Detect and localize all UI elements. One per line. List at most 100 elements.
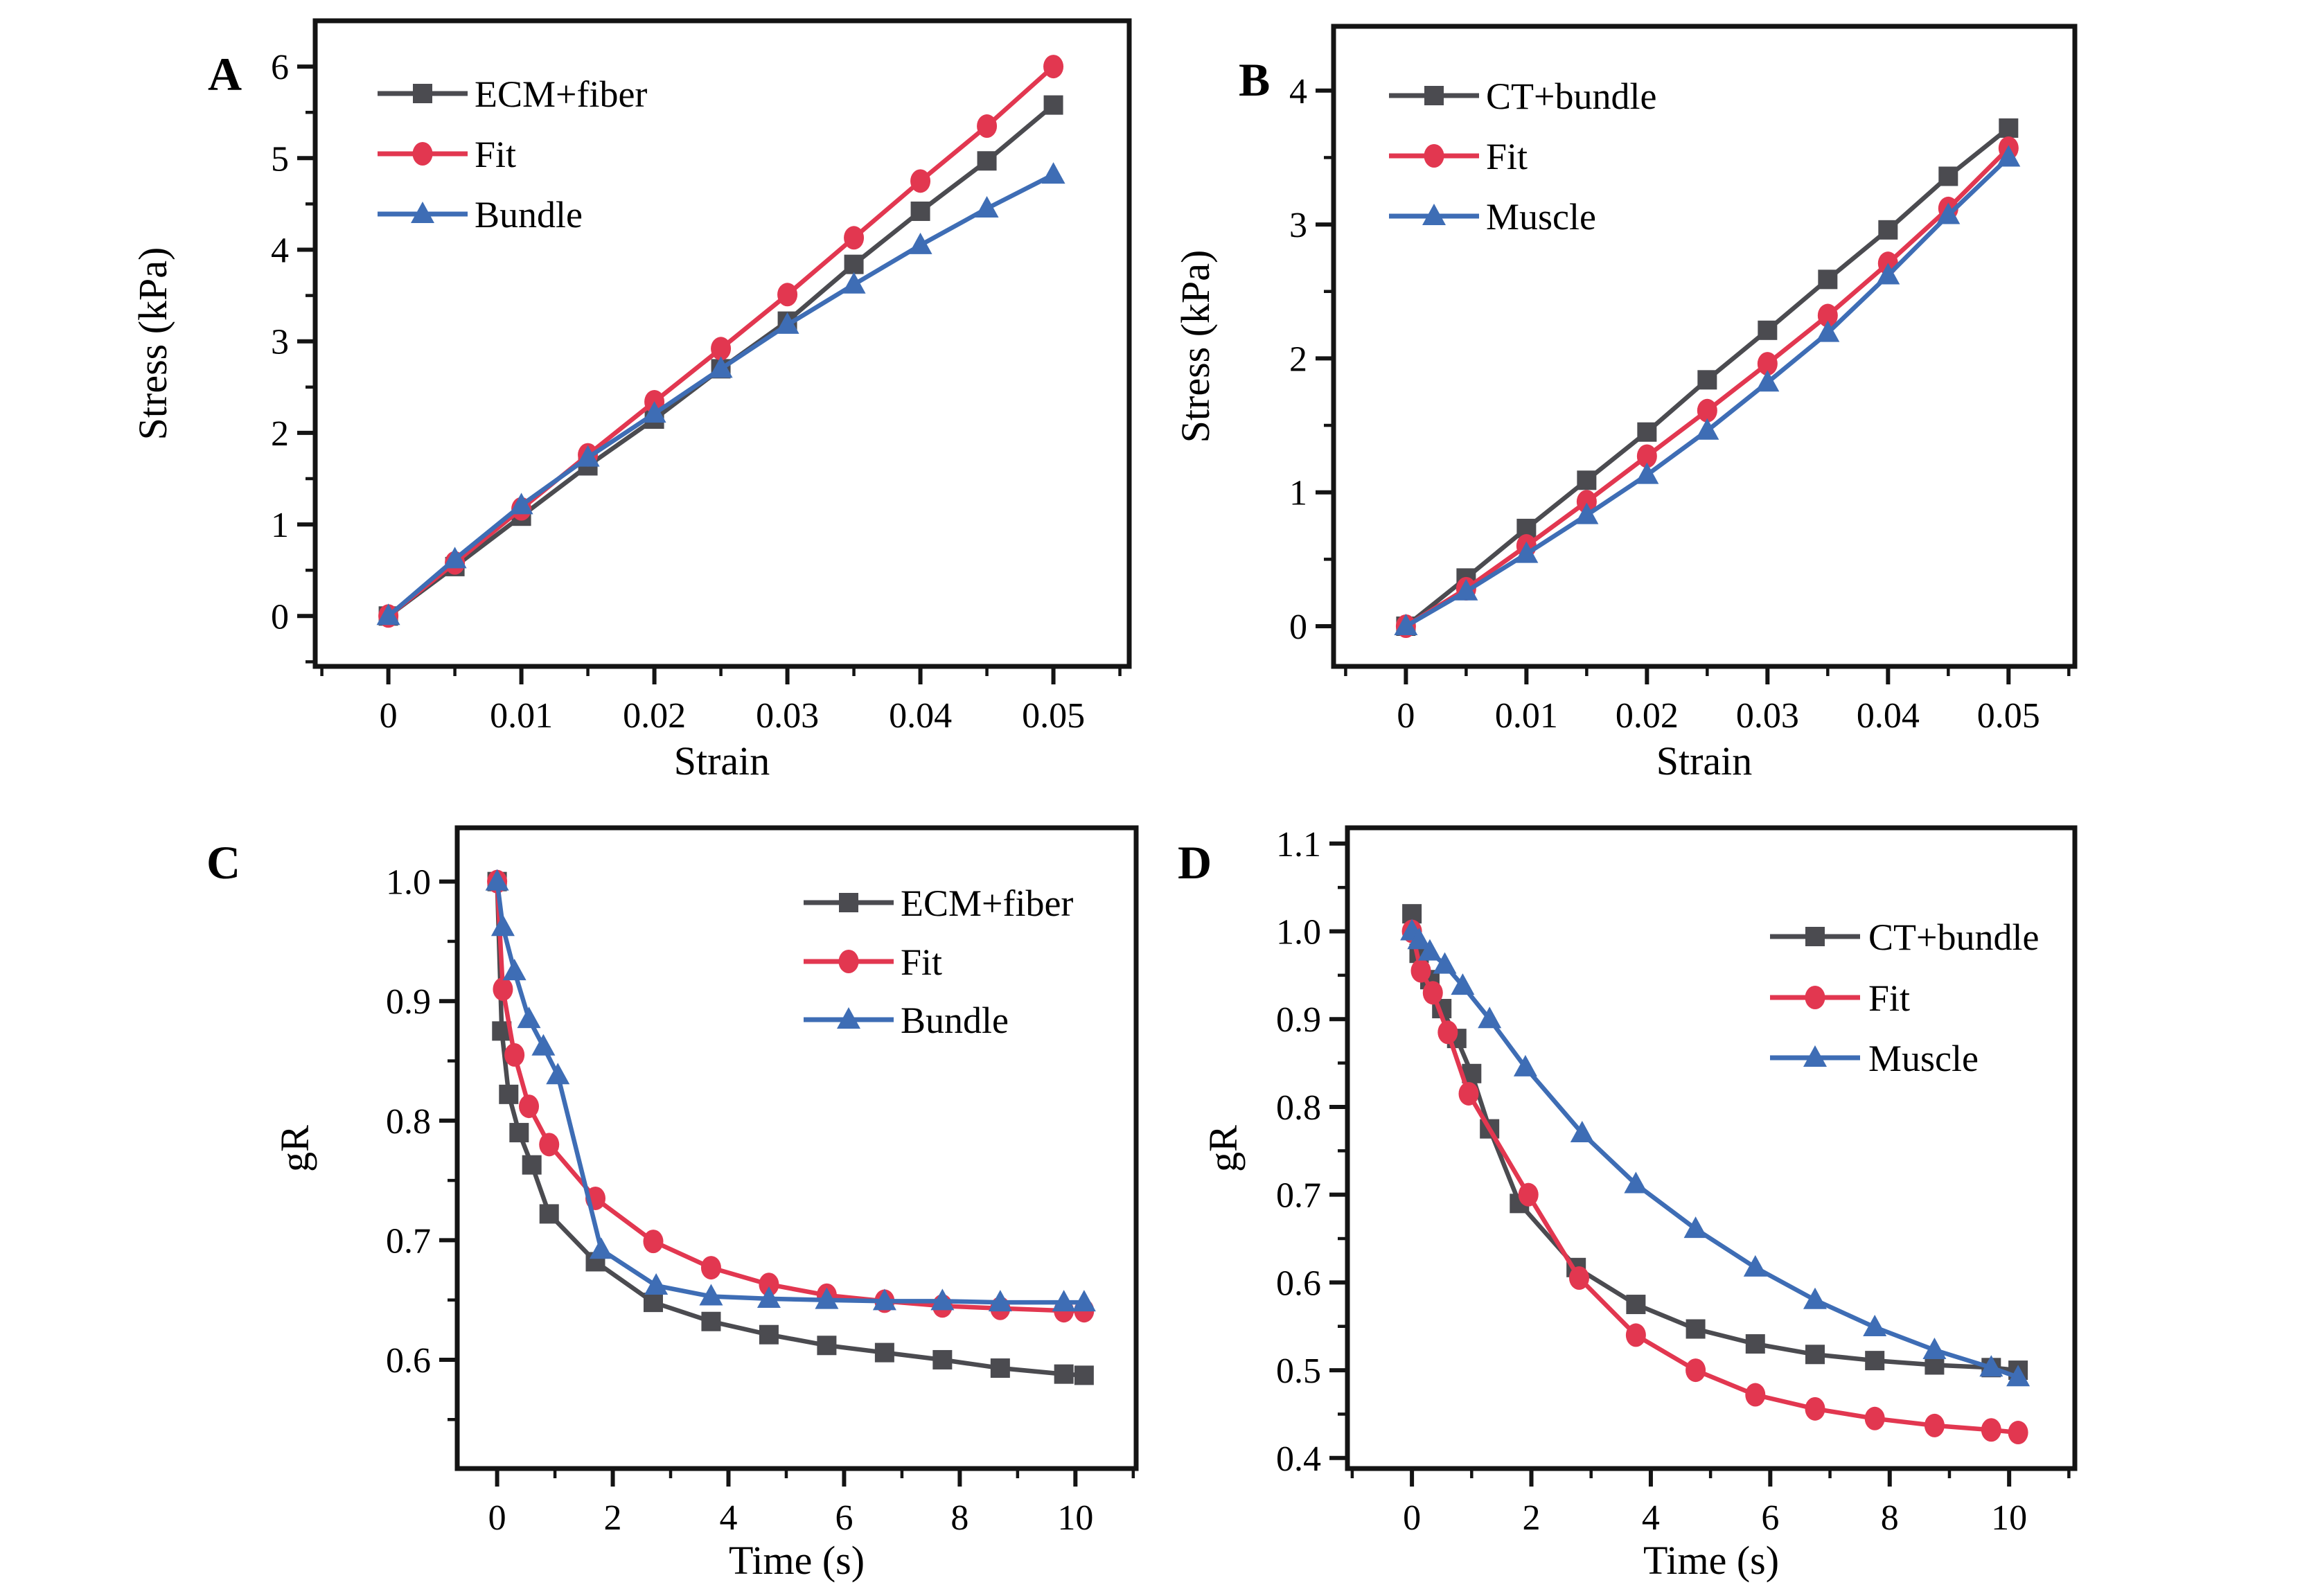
panel-b-series-ct-bundle <box>1396 118 2019 637</box>
panel-d-series-muscle-marker <box>1433 952 1457 974</box>
legend-label: Fit <box>1868 977 1910 1019</box>
panel-b-series-ct-bundle-marker <box>1999 118 2019 138</box>
panel-d-series-ct-bundle-marker <box>1865 1351 1885 1371</box>
legend-triangle-icon <box>411 202 434 223</box>
panel-b-letter: B <box>1239 53 1270 106</box>
legend-circle-icon <box>1805 986 1825 1009</box>
panel-b-series-ct-bundle-marker <box>1878 220 1898 240</box>
panel-d-x-tick-label: 0 <box>1403 1498 1421 1538</box>
panel-d-series-fit-marker <box>1686 1358 1706 1383</box>
panel-a-letter: A <box>208 48 242 100</box>
panel-a-legend-item-ecm-fiber: ECM+fiber <box>378 73 647 115</box>
panel-c-series-bundle-marker <box>930 1288 955 1311</box>
panel-c-x-axis-label: Time (s) <box>729 1538 865 1583</box>
panel-d-series-fit-marker <box>2008 1421 2028 1445</box>
panel-c-series-ecm-fiber-marker <box>874 1342 894 1363</box>
panel-c-series-fit-marker <box>493 977 513 1001</box>
panel-b: 0 0.01 0.02 0.03 0.04 0.05 0 1 2 3 4 Strain Stress (… <box>1173 24 2078 783</box>
panel-b-y-tick-label: 0 <box>1289 608 1307 647</box>
panel-b-series-ct-bundle-marker <box>1577 470 1597 490</box>
panel-d-legend-item-muscle: Muscle <box>1770 1038 1979 1079</box>
panel-b-series-fit-marker <box>1757 352 1778 376</box>
panel-c-series-ecm-fiber-marker <box>539 1204 559 1224</box>
panel-a-series-fit-marker <box>844 226 865 250</box>
panel-d-series-fit-marker <box>1422 981 1443 1005</box>
panel-a-series-fit-marker <box>977 114 998 139</box>
panel-c-series-bundle-marker <box>757 1286 781 1308</box>
panel-a-series-ecm-fiber-marker <box>977 151 997 171</box>
panel-b-series-ct-bundle-marker <box>1818 269 1838 290</box>
panel-a-series-bundle <box>376 162 1065 626</box>
panel-c-series-fit-marker <box>504 1043 525 1067</box>
panel-b-legend-item-ct-bundle: CT+bundle <box>1389 76 1656 117</box>
panel-a-y-tick-label: 5 <box>271 139 289 179</box>
legend-circle-icon <box>838 950 859 973</box>
panel-a-series-bundle-marker <box>975 196 999 218</box>
panel-a-legend-item-bundle: Bundle <box>378 194 583 236</box>
panel-c: 0 2 4 6 8 10 0.6 0.7 0.8 0.9 1.0 Time (s) gR C ECM+fib… <box>206 825 1139 1583</box>
panel-c-series-bundle-marker <box>517 1007 541 1029</box>
panel-c-y-tick-label: 0.8 <box>386 1102 431 1142</box>
legend-triangle-icon <box>1803 1045 1827 1067</box>
panel-a-series-bundle-marker <box>908 232 932 254</box>
panel-c-series-ecm-fiber-marker <box>1054 1364 1074 1384</box>
panel-c-letter: C <box>206 836 240 889</box>
panel-d-letter: D <box>1178 836 1212 889</box>
panel-c-series-fit-marker <box>759 1273 779 1297</box>
panel-b-legend: CT+bundle Fit Muscle <box>1389 76 1656 238</box>
panel-b-x-axis-label: Strain <box>1656 738 1753 783</box>
panel-b-series-ct-bundle-marker <box>1637 422 1657 442</box>
panel-c-y-tick-label: 1.0 <box>386 863 431 903</box>
panel-d-x-tick-label: 8 <box>1881 1498 1899 1538</box>
panel-b-series-muscle-marker <box>1816 320 1840 342</box>
panel-c-series-bundle-marker <box>531 1034 556 1056</box>
panel-d-series-muscle-marker <box>1417 939 1442 961</box>
panel-b-series-fit-marker <box>1576 490 1597 514</box>
panel-d: 0 2 4 6 8 10 0.4 0.5 0.6 0.7 0.8 0.9 1.0 1.1 Time (s) g… <box>1178 825 2078 1583</box>
panel-c-series-bundle-marker <box>988 1290 1012 1312</box>
panel-a-y-tick-label: 1 <box>271 506 289 545</box>
panel-d-series-fit-marker <box>1568 1266 1589 1291</box>
panel-d-series-fit-marker <box>1981 1418 2001 1442</box>
panel-a-series-fit-marker <box>777 283 798 307</box>
panel-a-x-tick-label: 0.03 <box>756 696 819 736</box>
panel-b-y-tick-label: 4 <box>1289 72 1307 112</box>
panel-c-x-tick-label: 10 <box>1057 1498 1093 1538</box>
panel-d-ticks: 0 2 4 6 8 10 0.4 0.5 0.6 0.7 0.8 0.9 1.0 1.1 <box>1276 825 2071 1538</box>
legend-square-icon <box>1805 927 1825 946</box>
panel-d-y-tick-label: 0.6 <box>1276 1264 1321 1303</box>
panel-c-legend: ECM+fiber Fit Bundle <box>804 883 1073 1041</box>
panel-c-series-ecm-fiber-marker <box>701 1311 721 1331</box>
panel-b-ticks: 0 0.01 0.02 0.03 0.04 0.05 0 1 2 3 4 <box>1289 72 2071 736</box>
panel-b-series-fit-marker <box>1636 444 1657 468</box>
panel-b-series-fit-marker <box>1817 303 1838 328</box>
panel-b-series-muscle <box>1394 145 2021 636</box>
panel-c-series-bundle-line <box>495 879 1087 1305</box>
panel-c-series-bundle-marker <box>872 1288 896 1311</box>
panel-a-series-bundle-marker <box>842 272 866 294</box>
panel-d-legend-item-fit: Fit <box>1770 977 1910 1019</box>
panel-c-series-ecm-fiber-marker <box>1074 1365 1094 1385</box>
panel-b-x-tick-label: 0.03 <box>1736 696 1799 736</box>
panel-d-series-muscle-marker <box>1863 1314 1887 1336</box>
panel-c-legend-item-ecm-fiber: ECM+fiber <box>804 883 1073 924</box>
panel-a-series-bundle-marker <box>1041 162 1065 184</box>
panel-a-series-ecm-fiber-marker <box>1043 95 1063 115</box>
panel-c-ticks: 0 2 4 6 8 10 0.6 0.7 0.8 0.9 1.0 <box>386 863 1135 1538</box>
panel-b-series-muscle-marker <box>1755 370 1780 392</box>
panel-d-series-fit-marker <box>1625 1323 1646 1347</box>
panel-a-y-tick-label: 6 <box>271 48 289 87</box>
panel-c-y-axis-label: gR <box>272 1125 317 1172</box>
panel-a-series-fit-marker <box>711 337 732 361</box>
legend-label: Bundle <box>901 1000 1009 1041</box>
panel-a-series-bundle-marker <box>576 445 600 467</box>
panel-c-y-tick-label: 0.6 <box>386 1341 431 1381</box>
panel-b-x-tick-label: 0.01 <box>1495 696 1558 736</box>
legend-triangle-icon <box>1422 204 1446 225</box>
panel-a-series-bundle-marker <box>642 401 666 423</box>
panel-b-series-fit-marker <box>1697 398 1717 423</box>
panel-a-series-bundle-marker <box>376 603 400 626</box>
legend-label: Fit <box>475 134 516 175</box>
